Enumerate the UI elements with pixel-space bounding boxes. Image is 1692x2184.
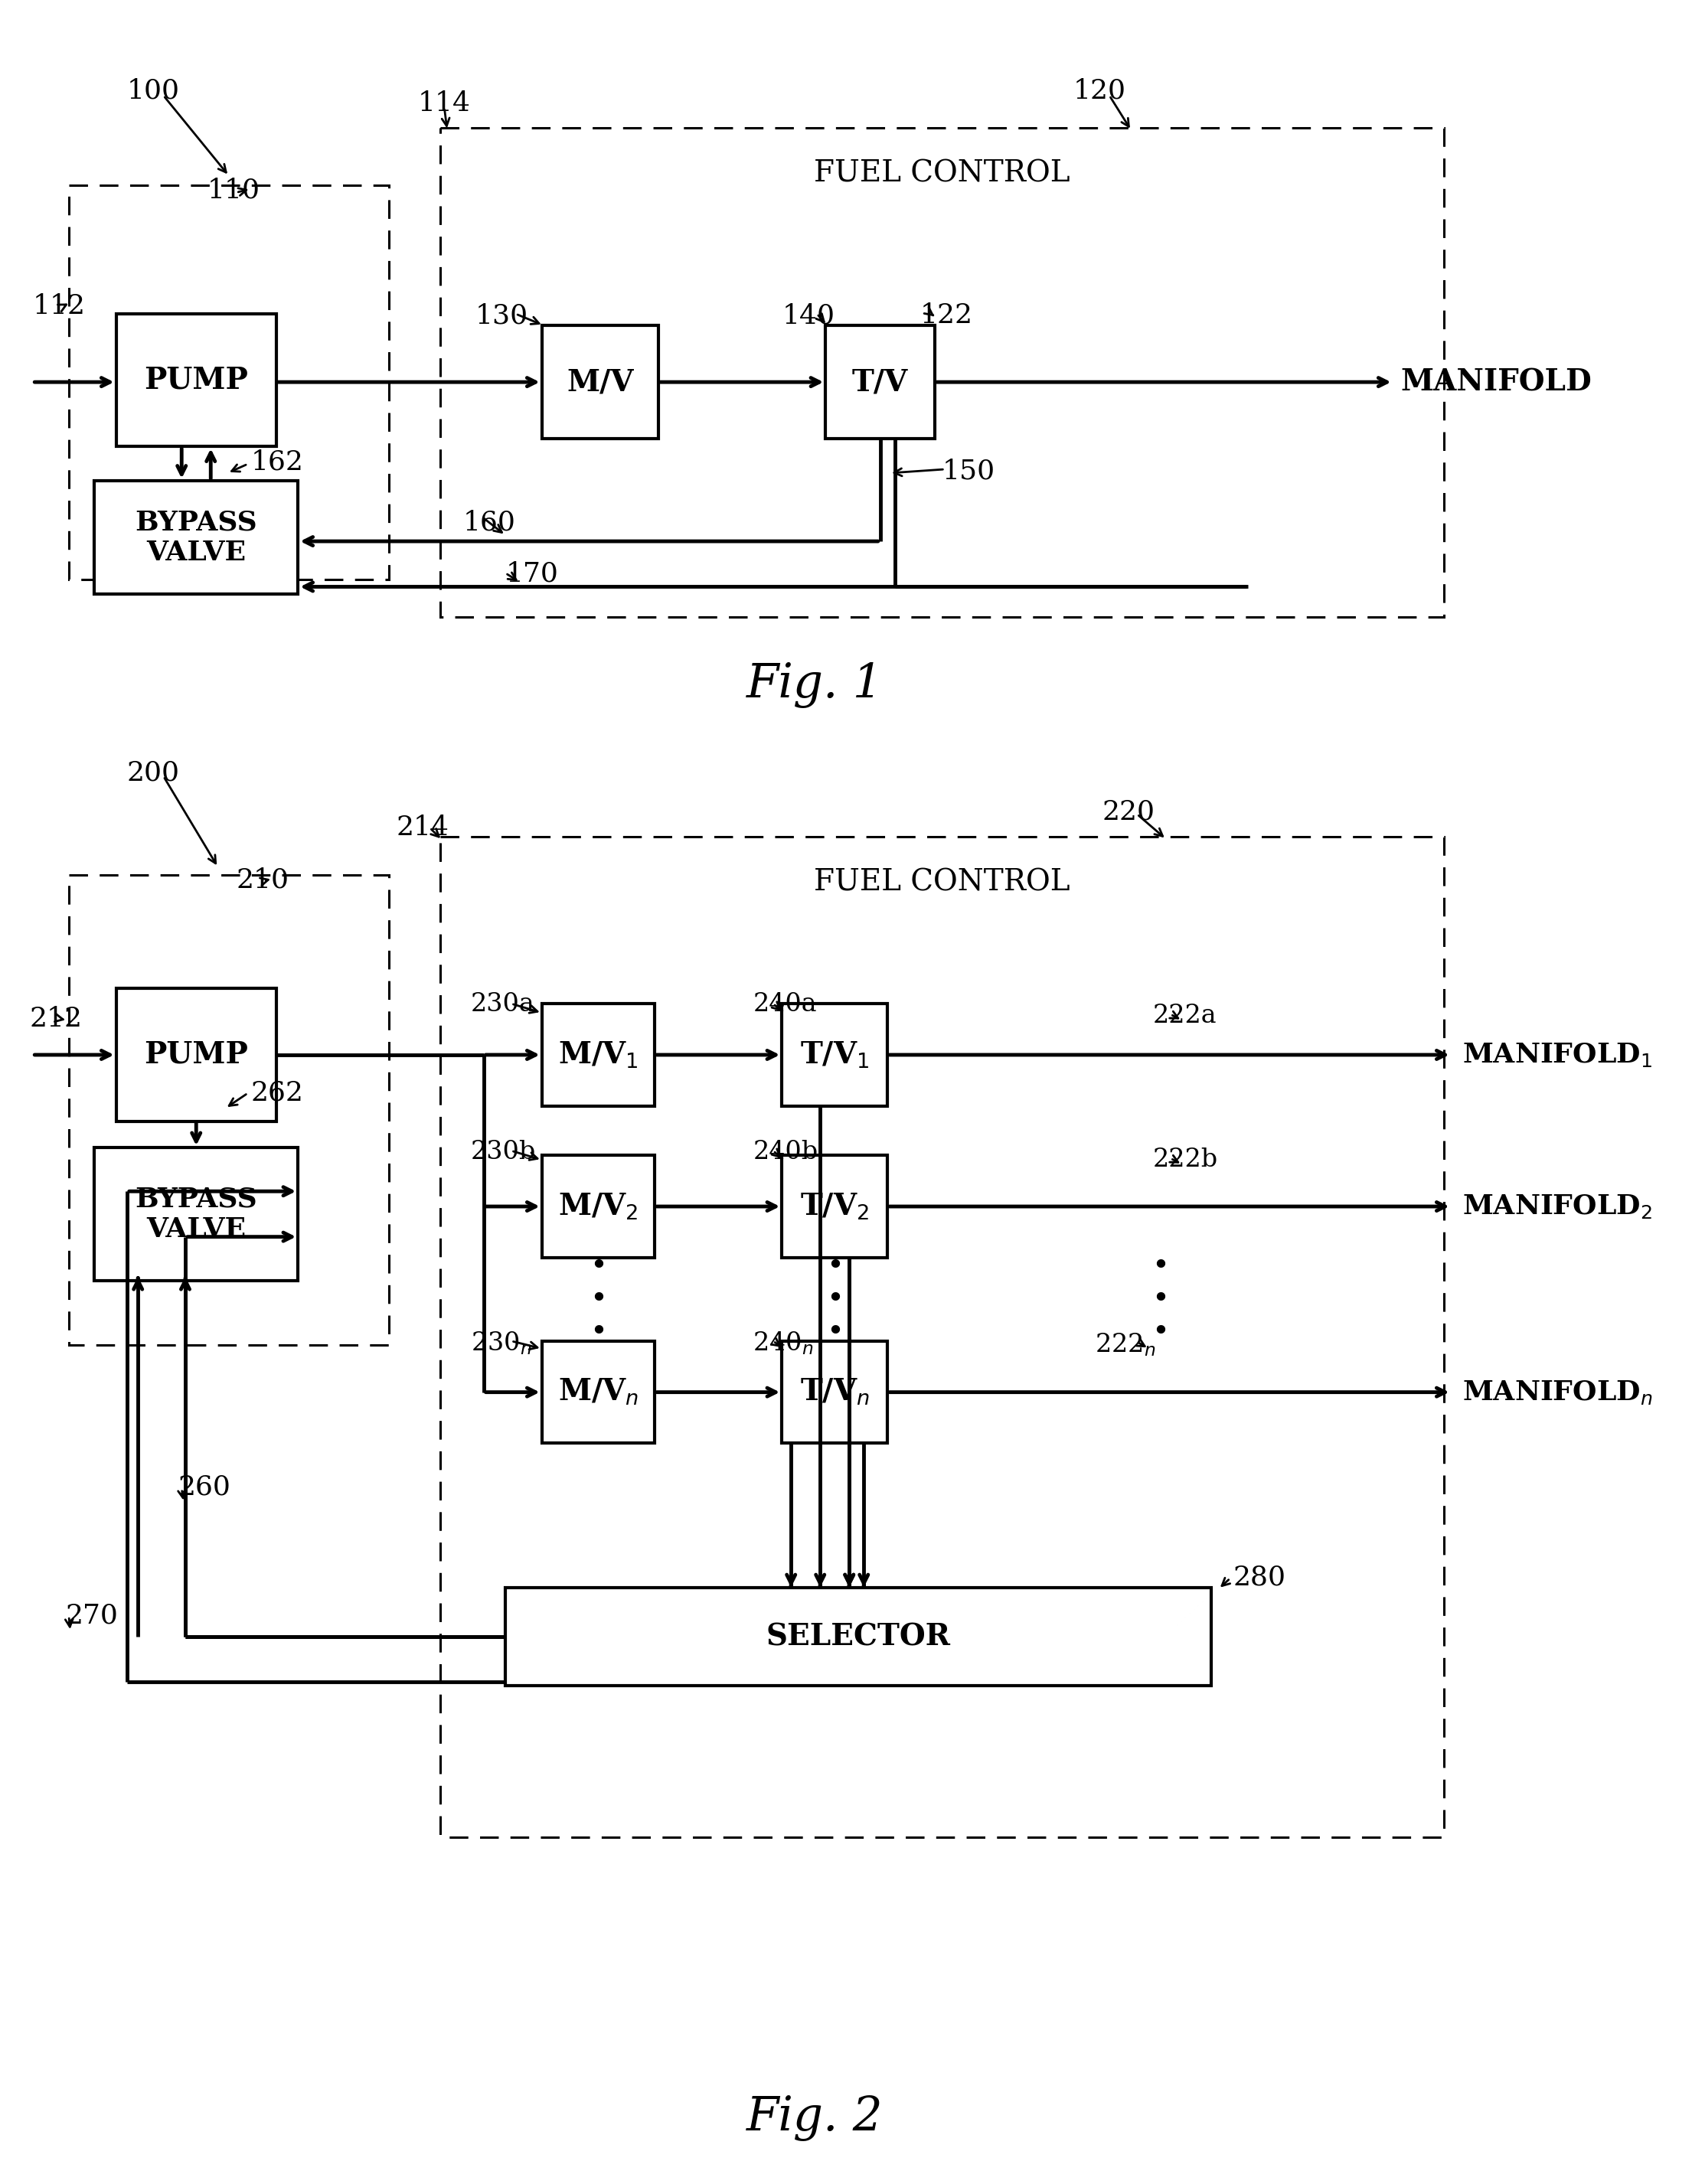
Text: 212: 212: [29, 1007, 83, 1031]
Text: T/V$_2$: T/V$_2$: [800, 1192, 870, 1221]
Text: FUEL CONTROL: FUEL CONTROL: [814, 159, 1069, 188]
Text: •
•
•: • • •: [1152, 1251, 1169, 1345]
Text: 230$_n$: 230$_n$: [470, 1330, 531, 1356]
Text: •
•
•: • • •: [589, 1251, 607, 1345]
Text: M/V$_n$: M/V$_n$: [558, 1378, 638, 1406]
Text: 210: 210: [237, 867, 289, 893]
Text: 240$_n$: 240$_n$: [753, 1330, 814, 1356]
Bar: [541, 325, 658, 439]
Bar: [95, 480, 298, 594]
Text: SELECTOR: SELECTOR: [766, 1623, 951, 1651]
Text: 122: 122: [920, 301, 973, 328]
Text: 262: 262: [250, 1079, 303, 1105]
Text: 222$_n$: 222$_n$: [1095, 1332, 1156, 1358]
Text: 112: 112: [32, 293, 85, 319]
Bar: [541, 1341, 655, 1444]
Text: 114: 114: [418, 90, 470, 116]
Bar: [440, 836, 1443, 1837]
Text: M/V: M/V: [567, 367, 633, 397]
Text: 240a: 240a: [753, 992, 817, 1018]
Text: 220: 220: [1101, 799, 1156, 826]
Bar: [95, 1149, 298, 1280]
Text: 214: 214: [396, 815, 448, 841]
Text: 240b: 240b: [753, 1140, 817, 1164]
Text: PUMP: PUMP: [144, 1040, 249, 1070]
Text: 222b: 222b: [1152, 1149, 1218, 1173]
Bar: [69, 186, 389, 579]
Text: 170: 170: [506, 561, 558, 587]
Text: 110: 110: [206, 177, 261, 203]
Text: 230a: 230a: [470, 992, 535, 1018]
Text: 162: 162: [250, 448, 303, 474]
Bar: [117, 314, 276, 446]
Bar: [541, 1155, 655, 1258]
Text: BYPASS
VALVE: BYPASS VALVE: [135, 509, 257, 566]
Text: T/V$_1$: T/V$_1$: [800, 1040, 870, 1070]
Bar: [782, 1155, 887, 1258]
Text: •
•
•: • • •: [826, 1251, 844, 1345]
Text: MANIFOLD$_2$: MANIFOLD$_2$: [1462, 1192, 1651, 1221]
Bar: [826, 325, 934, 439]
Text: M/V$_2$: M/V$_2$: [558, 1192, 638, 1221]
Bar: [506, 1588, 1211, 1686]
Bar: [782, 1341, 887, 1444]
Bar: [782, 1005, 887, 1105]
Text: T/V: T/V: [853, 367, 909, 397]
Text: 222a: 222a: [1152, 1005, 1217, 1029]
Text: Fig. 2: Fig. 2: [746, 2094, 883, 2140]
Text: 270: 270: [66, 1603, 118, 1629]
Text: 260: 260: [178, 1474, 230, 1500]
Text: T/V$_n$: T/V$_n$: [800, 1378, 870, 1406]
Text: 130: 130: [475, 301, 528, 328]
Text: M/V$_1$: M/V$_1$: [558, 1040, 638, 1070]
Bar: [440, 129, 1443, 618]
Text: MANIFOLD$_n$: MANIFOLD$_n$: [1462, 1378, 1653, 1406]
Text: 140: 140: [782, 301, 834, 328]
Text: PUMP: PUMP: [144, 365, 249, 395]
Text: 280: 280: [1233, 1564, 1286, 1590]
Text: 160: 160: [464, 509, 516, 535]
Text: 120: 120: [1073, 76, 1125, 103]
Text: 100: 100: [127, 76, 179, 103]
Text: Fig. 1: Fig. 1: [746, 662, 883, 708]
Bar: [117, 989, 276, 1120]
Text: MANIFOLD$_1$: MANIFOLD$_1$: [1462, 1042, 1651, 1068]
Text: 200: 200: [127, 760, 179, 786]
Bar: [541, 1005, 655, 1105]
Text: 230b: 230b: [470, 1140, 536, 1164]
Text: 150: 150: [942, 459, 995, 485]
Text: FUEL CONTROL: FUEL CONTROL: [814, 869, 1069, 898]
Text: MANIFOLD: MANIFOLD: [1401, 367, 1592, 397]
Text: BYPASS
VALVE: BYPASS VALVE: [135, 1186, 257, 1243]
Bar: [69, 876, 389, 1345]
